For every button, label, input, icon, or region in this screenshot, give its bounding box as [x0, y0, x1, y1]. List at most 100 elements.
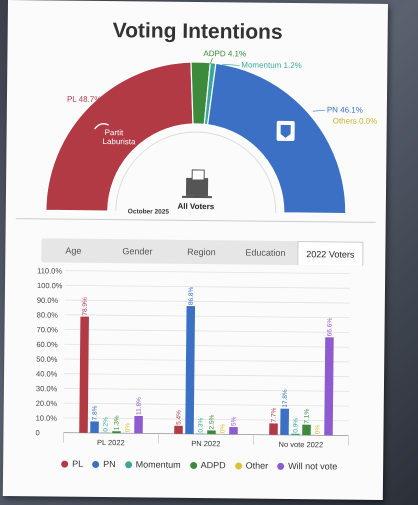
gridline — [64, 329, 350, 333]
legend-label: PN — [103, 459, 116, 470]
chart-card: Voting Intentions PL 48.7% ADPD 4.1% Momen… — [2, 0, 388, 500]
bar-pl — [174, 425, 183, 434]
gridline — [63, 388, 349, 392]
bar-value-label: 66.6% — [326, 318, 333, 337]
gridline — [64, 314, 350, 319]
gridline — [65, 284, 351, 289]
pn-leader-line — [312, 109, 325, 112]
inner-date-label: October 2025 — [128, 208, 170, 215]
bar-value-label: 11.8% — [136, 397, 143, 415]
hemicycle-chart: PL 48.7% ADPD 4.1% Momentum 1.2% PN 46.1% Ot… — [45, 49, 378, 216]
y-tick-label: 100.0% — [37, 281, 63, 290]
gridline — [63, 402, 349, 407]
y-tick-label: 110.0% — [37, 266, 62, 275]
tab-2022-voters[interactable]: 2022 Voters — [297, 241, 364, 266]
legend-label: Other — [245, 460, 269, 471]
bar-will-not-vote — [134, 415, 143, 434]
gridline — [64, 373, 350, 378]
legend-swatch — [189, 461, 197, 469]
y-tick-label: 70.0% — [37, 325, 59, 334]
bar-value-label: 78.9% — [82, 297, 89, 316]
gridline — [63, 417, 349, 422]
ballot-box-icon — [181, 169, 212, 199]
center-label: All Voters — [177, 202, 214, 211]
legend-item-adpd[interactable]: ADPD — [189, 460, 226, 471]
hemicycle-label-others: Others 0.0% — [333, 116, 378, 125]
ballot-box-body — [185, 177, 209, 197]
momentum-leader-line — [222, 63, 240, 66]
legend-label: PL — [72, 458, 84, 469]
legend-item-momentum[interactable]: Momentum — [124, 459, 181, 470]
bar-pn — [90, 421, 99, 433]
bar-value-label: 2.5% — [209, 414, 216, 429]
y-tick-label: 40.0% — [36, 369, 58, 378]
bar-will-not-vote — [324, 337, 334, 436]
y-tick-label: 90.0% — [37, 296, 59, 305]
tab-age[interactable]: Age — [65, 245, 82, 256]
bar-adpd — [207, 430, 216, 435]
bar-adpd — [302, 424, 311, 436]
bar-value-label: 0.3% — [197, 418, 204, 433]
bar-pl — [269, 423, 278, 435]
bar-pl — [79, 316, 89, 433]
bar-chart: 0 10.0% 20.0% 30.0% 40.0% 50.0% 60.0% 70.0% 80.0… — [35, 266, 351, 449]
gridline — [64, 343, 350, 348]
chart-legend: PL PN Momentum ADPD Other Will not vote — [61, 459, 337, 471]
x-axis — [63, 432, 349, 436]
bar-value-label: 5.4% — [176, 410, 183, 425]
gridline — [65, 270, 351, 274]
bar-momentum — [291, 433, 300, 436]
hemicycle-label-adpd: ADPD 4.1% — [203, 49, 246, 58]
hemicycle-label-pl: PL 48.7% — [67, 95, 101, 104]
adpd-leader-line — [210, 58, 213, 65]
tab-region[interactable]: Region — [187, 246, 216, 258]
pl-logo-mark — [94, 122, 110, 130]
y-tick-label: 0 — [35, 428, 39, 437]
pn-logo-cross — [280, 124, 291, 138]
bar-momentum — [196, 433, 205, 435]
y-tick-label: 20.0% — [36, 399, 58, 408]
legend-label: ADPD — [200, 460, 226, 471]
x-tick-label: PL 2022 — [97, 438, 125, 447]
bar-value-label: 86.8% — [188, 286, 195, 305]
bar-value-label: 7.8% — [92, 405, 99, 420]
legend-swatch — [124, 460, 132, 468]
y-tick-label: 60.0% — [36, 340, 58, 349]
bar-pn — [185, 306, 196, 434]
bar-value-label: 0.9% — [292, 418, 299, 433]
ballot-box-base — [181, 195, 212, 199]
tab-education[interactable]: Education — [245, 247, 286, 258]
legend-swatch — [61, 460, 69, 468]
hemicycle-label-pn: PN 46.1% — [327, 105, 363, 114]
x-tick-label: PN 2022 — [191, 439, 220, 448]
pl-logo-text-1: Partit — [105, 128, 125, 137]
y-tick-label: 50.0% — [36, 355, 58, 364]
y-tick-label: 80.0% — [37, 310, 59, 319]
inner-arc — [115, 131, 277, 213]
legend-item-other[interactable]: Other — [234, 460, 269, 471]
bar-value-label: 7.1% — [304, 409, 311, 424]
hemicycle-label-momentum: Momentum 1.2% — [241, 60, 302, 70]
pl-logo-text-2: Laburista — [102, 137, 136, 146]
legend-item-pl[interactable]: PL — [61, 459, 83, 469]
bar-value-label: 7.7% — [271, 407, 278, 422]
legend-swatch — [277, 462, 285, 470]
bar-pn — [280, 408, 289, 435]
bar-value-label: 0% — [314, 425, 321, 435]
bar-value-label: 1.3% — [114, 415, 121, 430]
legend-item-will-not-vote[interactable]: Will not vote — [277, 461, 337, 471]
y-tick-label: 30.0% — [36, 384, 58, 393]
pl-leader-line — [106, 100, 120, 106]
legend-swatch — [92, 460, 100, 468]
gridline — [64, 299, 350, 304]
legend-item-pn[interactable]: PN — [92, 459, 116, 469]
y-tick-label: 10.0% — [36, 414, 58, 423]
bar-value-label: 0% — [219, 424, 226, 434]
legend-swatch — [234, 461, 242, 469]
tab-gender[interactable]: Gender — [122, 246, 153, 257]
bar-adpd — [112, 431, 121, 434]
x-tick-label: No vote 2022 — [279, 440, 324, 449]
bar-will-not-vote — [229, 426, 238, 435]
bar-value-label: 0% — [124, 423, 131, 433]
